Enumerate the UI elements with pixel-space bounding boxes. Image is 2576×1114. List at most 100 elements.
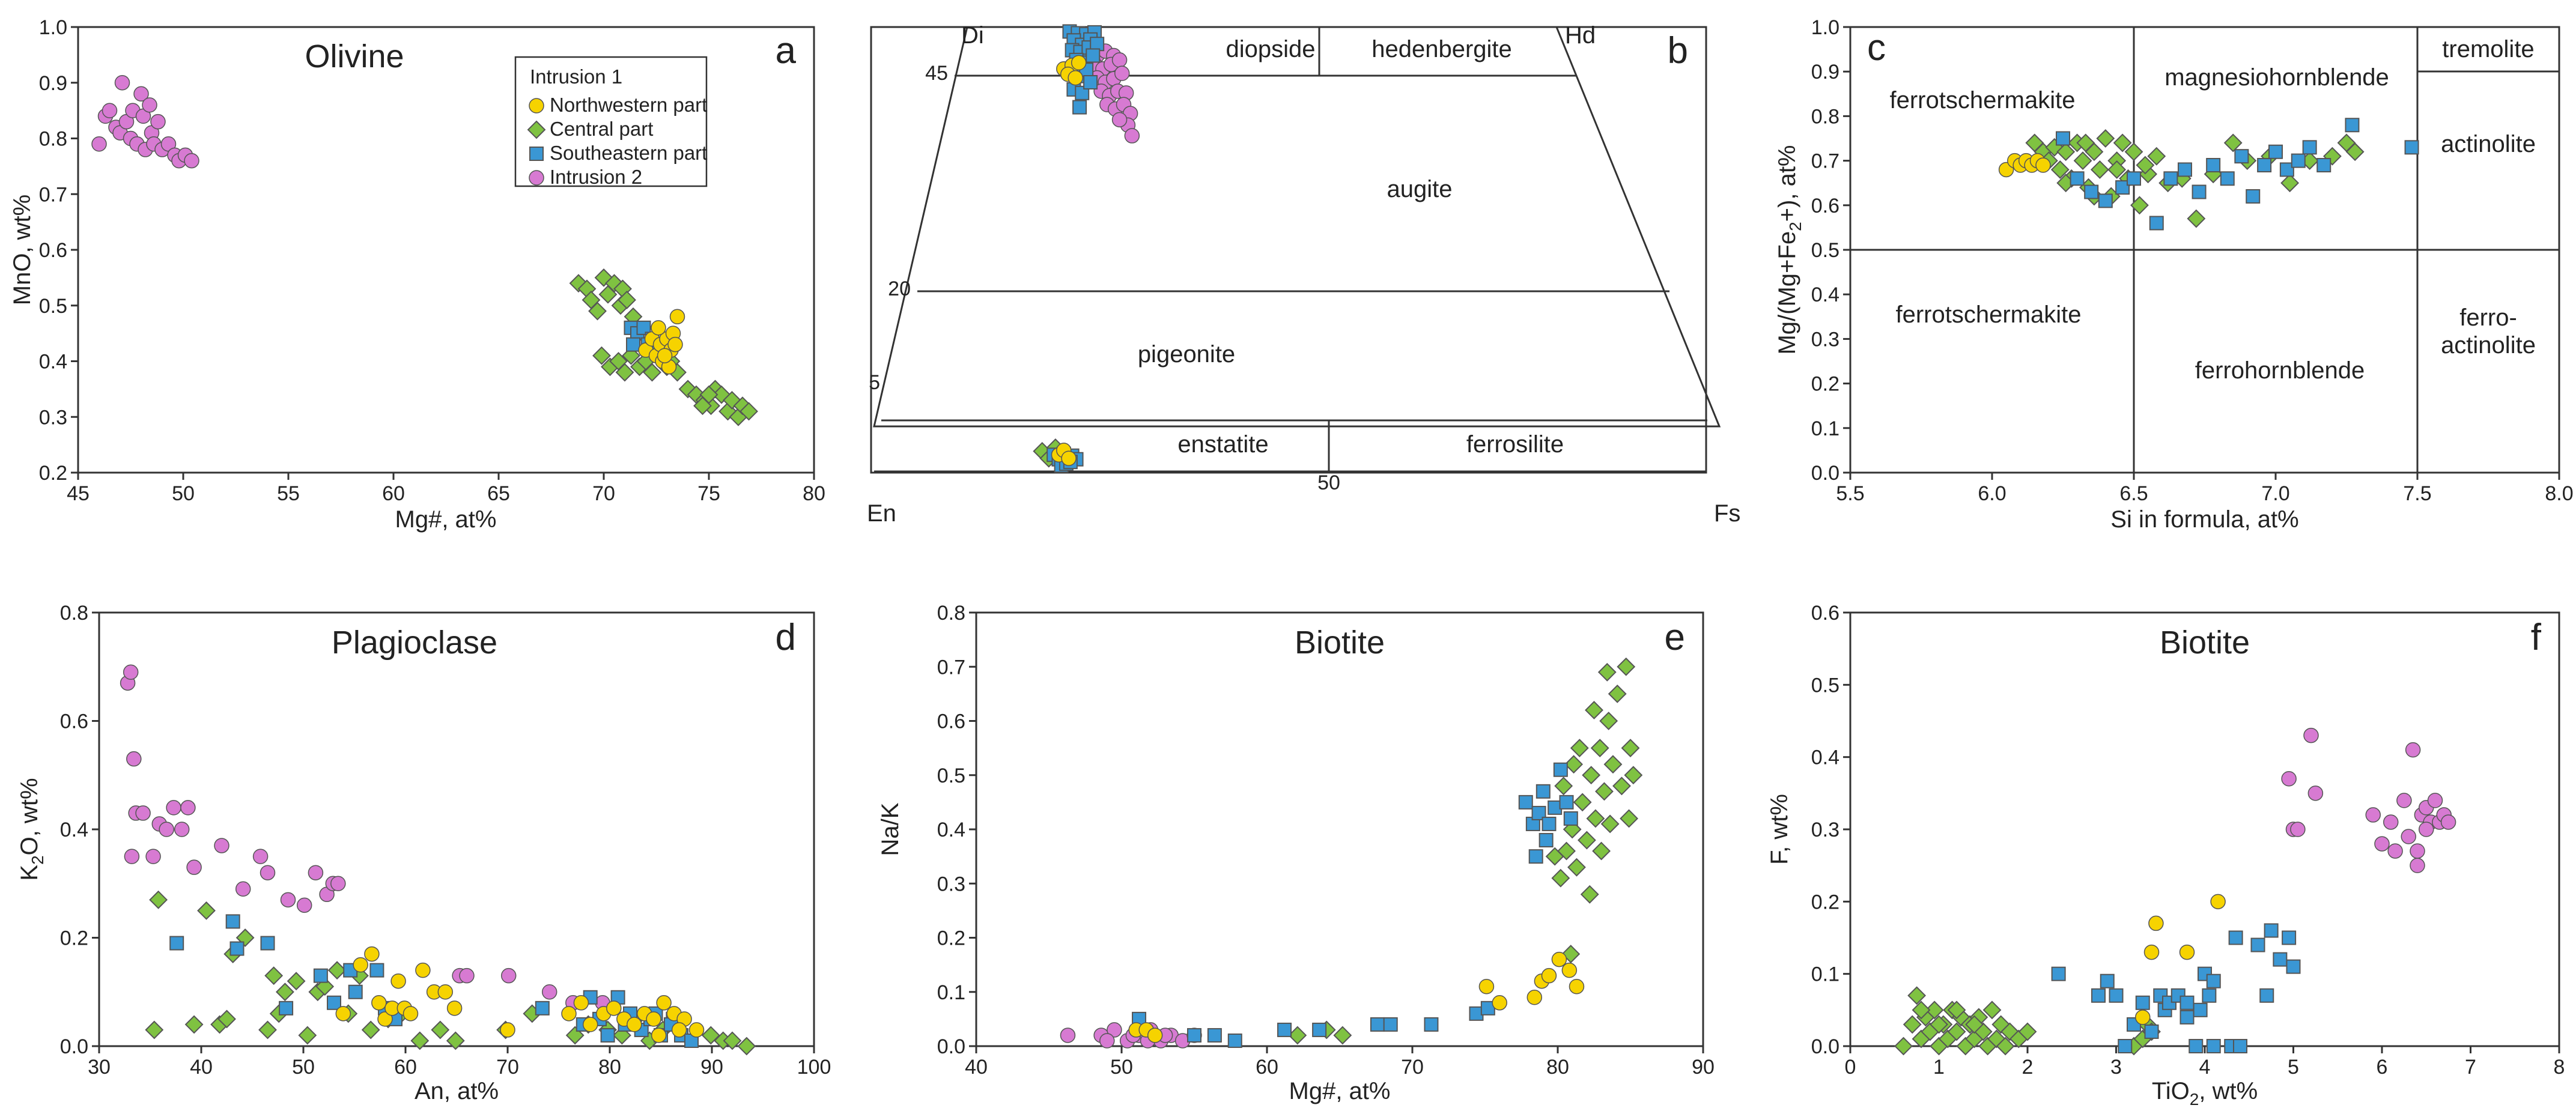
data-point-central-part — [618, 291, 636, 309]
data-point-central-part — [2187, 209, 2206, 228]
data-point-northwestern-part — [2035, 157, 2051, 173]
y-tick-label: 0.4 — [1811, 746, 1839, 769]
data-point-southeastern-part — [2180, 1010, 2195, 1025]
data-point-northwestern-part — [606, 1000, 622, 1016]
data-point-central-part — [1557, 841, 1576, 861]
quad-tick-50: 50 — [1317, 471, 1340, 494]
data-point-intrusion-2 — [2365, 807, 2381, 823]
data-point-central-part — [1573, 793, 1592, 812]
data-point-northwestern-part — [669, 309, 685, 325]
x-tick-label: 8 — [2554, 1056, 2565, 1079]
data-point-intrusion-2 — [2419, 822, 2434, 837]
legend-box — [514, 56, 708, 187]
y-tick-label: 0.3 — [1811, 819, 1839, 841]
legend-item-southeastern: Southeastern part — [550, 142, 707, 164]
data-point-central-part — [740, 402, 758, 421]
y-tick-label: 0.8 — [60, 602, 88, 625]
data-point-northwestern-part — [1541, 967, 1557, 984]
data-point-southeastern-part — [1531, 805, 1546, 820]
x-tick-label: 50 — [172, 482, 195, 505]
data-point-central-part — [1603, 755, 1623, 774]
panel-f-letter: f — [2531, 617, 2542, 658]
panel-d-ylabel-main: K — [16, 865, 43, 881]
field-ferrosilite: ferrosilite — [1466, 431, 1564, 458]
legend-item-intrusion2: Intrusion 2 — [550, 166, 642, 188]
data-point-northwestern-part — [1569, 978, 1585, 994]
y-tick-label: 0.4 — [937, 819, 965, 841]
data-point-central-part — [1564, 755, 1584, 774]
data-point-northwestern-part — [2210, 894, 2226, 910]
data-point-intrusion-2 — [135, 805, 151, 821]
data-point-southeastern-part — [1187, 1028, 1201, 1043]
data-point-intrusion-2 — [2303, 727, 2319, 743]
x-tick-label: 70 — [1401, 1056, 1424, 1079]
data-point-central-part — [1624, 766, 1643, 785]
data-point-northwestern-part — [1526, 990, 1543, 1005]
data-point-southeastern-part — [2220, 171, 2235, 186]
data-point-southeastern-part — [1553, 762, 1568, 777]
data-point-central-part — [1570, 739, 1589, 758]
data-point-intrusion-2 — [133, 86, 149, 102]
data-point-northwestern-part — [1551, 951, 1567, 967]
data-point-central-part — [1595, 782, 1614, 801]
panel-c-letter: c — [1867, 27, 1886, 68]
x-tick-label: 8.0 — [2545, 482, 2573, 505]
x-tick-label: 60 — [382, 482, 405, 505]
data-point-intrusion-2 — [2427, 793, 2443, 808]
legend-marker-central-part — [527, 120, 546, 139]
panel-c-ylabel-end: +), at% — [1774, 145, 1800, 222]
panel-c-points — [1998, 118, 2419, 231]
data-point-southeastern-part — [2177, 162, 2192, 177]
field-ferrotschermakite-top: ferrotschermakite — [1890, 87, 2076, 114]
ternary-label-fs: Fs — [1714, 500, 1740, 527]
data-point-central-part — [588, 301, 607, 321]
legend-marker-southeastern-part — [529, 147, 544, 161]
panel-f-frame — [1849, 611, 2560, 1047]
data-point-southeastern-part — [2118, 1039, 2133, 1053]
data-point-intrusion-2 — [1114, 65, 1130, 81]
data-point-central-part — [1288, 1026, 1307, 1045]
x-tick-label: 1 — [1933, 1056, 1945, 1079]
x-tick-label: 80 — [1546, 1056, 1569, 1079]
field-tremolite: tremolite — [2442, 36, 2534, 62]
data-point-northwestern-part — [1061, 450, 1077, 467]
data-point-central-part — [1621, 739, 1640, 758]
x-tick-label: 40 — [965, 1056, 988, 1079]
y-tick-label: 0.5 — [937, 764, 965, 787]
data-point-northwestern-part — [402, 1006, 419, 1022]
data-point-northwestern-part — [1071, 55, 1087, 71]
data-point-southeastern-part — [2279, 162, 2294, 177]
panel-f-xlabel-sub: 2 — [2190, 1090, 2199, 1109]
data-point-intrusion-2 — [150, 114, 166, 130]
data-point-central-part — [217, 1010, 236, 1029]
data-point-southeastern-part — [2250, 937, 2265, 952]
panel-f-points — [1894, 727, 2456, 1056]
data-point-northwestern-part — [1561, 962, 1578, 978]
x-tick-label: 65 — [487, 482, 510, 505]
x-tick-label: 50 — [1110, 1056, 1133, 1079]
y-tick-label: 0.2 — [937, 927, 965, 950]
x-tick-label: 30 — [88, 1056, 111, 1079]
data-point-intrusion-2 — [180, 800, 196, 816]
data-point-northwestern-part — [561, 1006, 577, 1022]
data-point-intrusion-2 — [2281, 771, 2297, 787]
data-point-central-part — [264, 966, 284, 985]
data-point-central-part — [2136, 156, 2155, 175]
x-tick-label: 70 — [496, 1056, 519, 1079]
data-point-southeastern-part — [2291, 153, 2306, 168]
data-point-southeastern-part — [2206, 973, 2221, 988]
data-point-central-part — [1965, 1015, 1984, 1034]
y-tick-label: 0.9 — [1811, 61, 1839, 83]
x-tick-label: 7.0 — [2261, 482, 2289, 505]
panel-d-ylabel-sub: 2 — [28, 855, 47, 865]
data-point-intrusion-2 — [2387, 843, 2403, 859]
x-tick-label: 100 — [797, 1056, 831, 1079]
data-point-central-part — [1947, 1000, 1966, 1020]
data-point-central-part — [2147, 147, 2166, 166]
y-tick-label: 0.1 — [1811, 417, 1839, 440]
data-point-northwestern-part — [671, 1022, 687, 1038]
panel-f-title: Biotite — [2160, 625, 2250, 661]
data-point-southeastern-part — [2115, 180, 2130, 195]
x-tick-label: 7 — [2465, 1056, 2476, 1079]
field-pigeonite: pigeonite — [1138, 341, 1235, 368]
